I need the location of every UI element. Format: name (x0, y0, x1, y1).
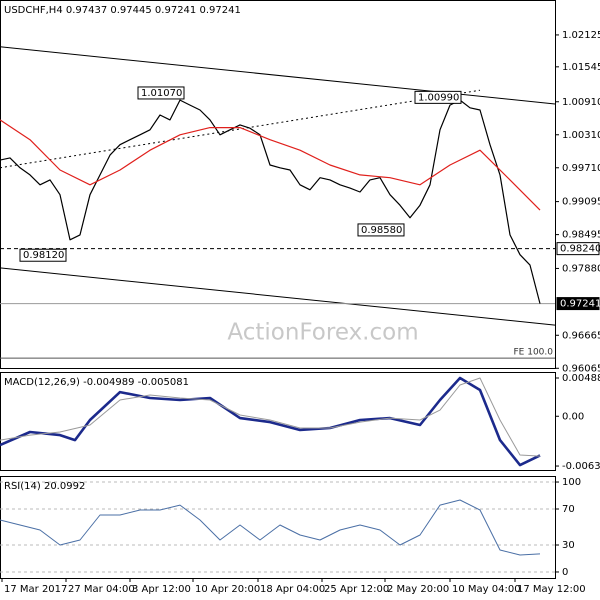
panel-frame (0, 476, 556, 579)
x-tick-label: 17 Mar 2017 (4, 584, 67, 595)
y-tick-label: 0.96065 (562, 363, 600, 374)
watermark: ActionForex.com (227, 320, 418, 346)
trend-line (0, 46, 556, 105)
panel-title: MACD(12,26,9) -0.004989 -0.005081 (4, 377, 189, 388)
series-line (0, 376, 541, 467)
level-box (556, 297, 600, 311)
x-tick-label: 10 May 04:00 (452, 584, 521, 595)
x-tick-label: 27 Mar 04:00 (68, 584, 135, 595)
y-tick-label: 0.99710 (562, 163, 600, 174)
panel-title: RSI(14) 20.0992 (4, 481, 85, 492)
annotation-box (414, 90, 462, 104)
y-tick-label: 1.00310 (562, 130, 600, 141)
annotation-label: 1.00990 (418, 92, 459, 103)
series-line (0, 119, 541, 211)
trend-line (0, 267, 556, 326)
annotation-label: 0.98580 (361, 225, 402, 236)
y-tick-label: 0.00 (562, 411, 584, 422)
x-tick-label: 3 Apr 12:00 (132, 584, 191, 595)
panel-title: USDCHF,H4 0.97437 0.97445 0.97241 0.9724… (4, 5, 241, 16)
y-tick-label: 0.98495 (562, 230, 600, 241)
series-line (0, 99, 541, 304)
level-box (556, 242, 600, 256)
y-tick-label: 1.02125 (562, 30, 600, 41)
trend-line (0, 89, 481, 169)
x-tick-label: 2 May 20:00 (387, 584, 449, 595)
x-tick-label: 10 Apr 20:00 (195, 584, 260, 595)
y-tick-label: 100 (562, 477, 581, 488)
annotation-box (357, 223, 405, 237)
y-tick-label: 30 (562, 540, 575, 551)
x-tick-label: 18 Apr 04:00 (260, 584, 325, 595)
y-tick-label: 1.00910 (562, 97, 600, 108)
y-tick-label: 70 (562, 504, 575, 515)
y-tick-label: 0.004883 (562, 373, 600, 384)
level-label: 0.98240 (560, 244, 600, 255)
y-tick-label: 0.97880 (562, 263, 600, 274)
annotation-label: 1.01070 (141, 88, 182, 99)
y-tick-label: 1.01545 (562, 62, 600, 73)
annotation-box (137, 86, 185, 100)
y-tick-label: 0.96665 (562, 330, 600, 341)
series-line (0, 499, 541, 556)
annotation-box (19, 248, 67, 262)
y-tick-label: 0 (562, 567, 568, 578)
x-tick-label: 17 May 12:00 (517, 584, 586, 595)
x-tick-label: 25 Apr 12:00 (324, 584, 389, 595)
y-tick-label: -0.006354 (562, 461, 600, 472)
series-line (0, 377, 541, 457)
y-tick-label: 0.99095 (562, 197, 600, 208)
level-label: 0.97241 (560, 299, 600, 310)
annotation-label: 0.98120 (23, 250, 64, 261)
fe-label: FE 100.0 (514, 348, 554, 358)
panel-frame (0, 0, 556, 369)
panel-frame (0, 372, 556, 471)
